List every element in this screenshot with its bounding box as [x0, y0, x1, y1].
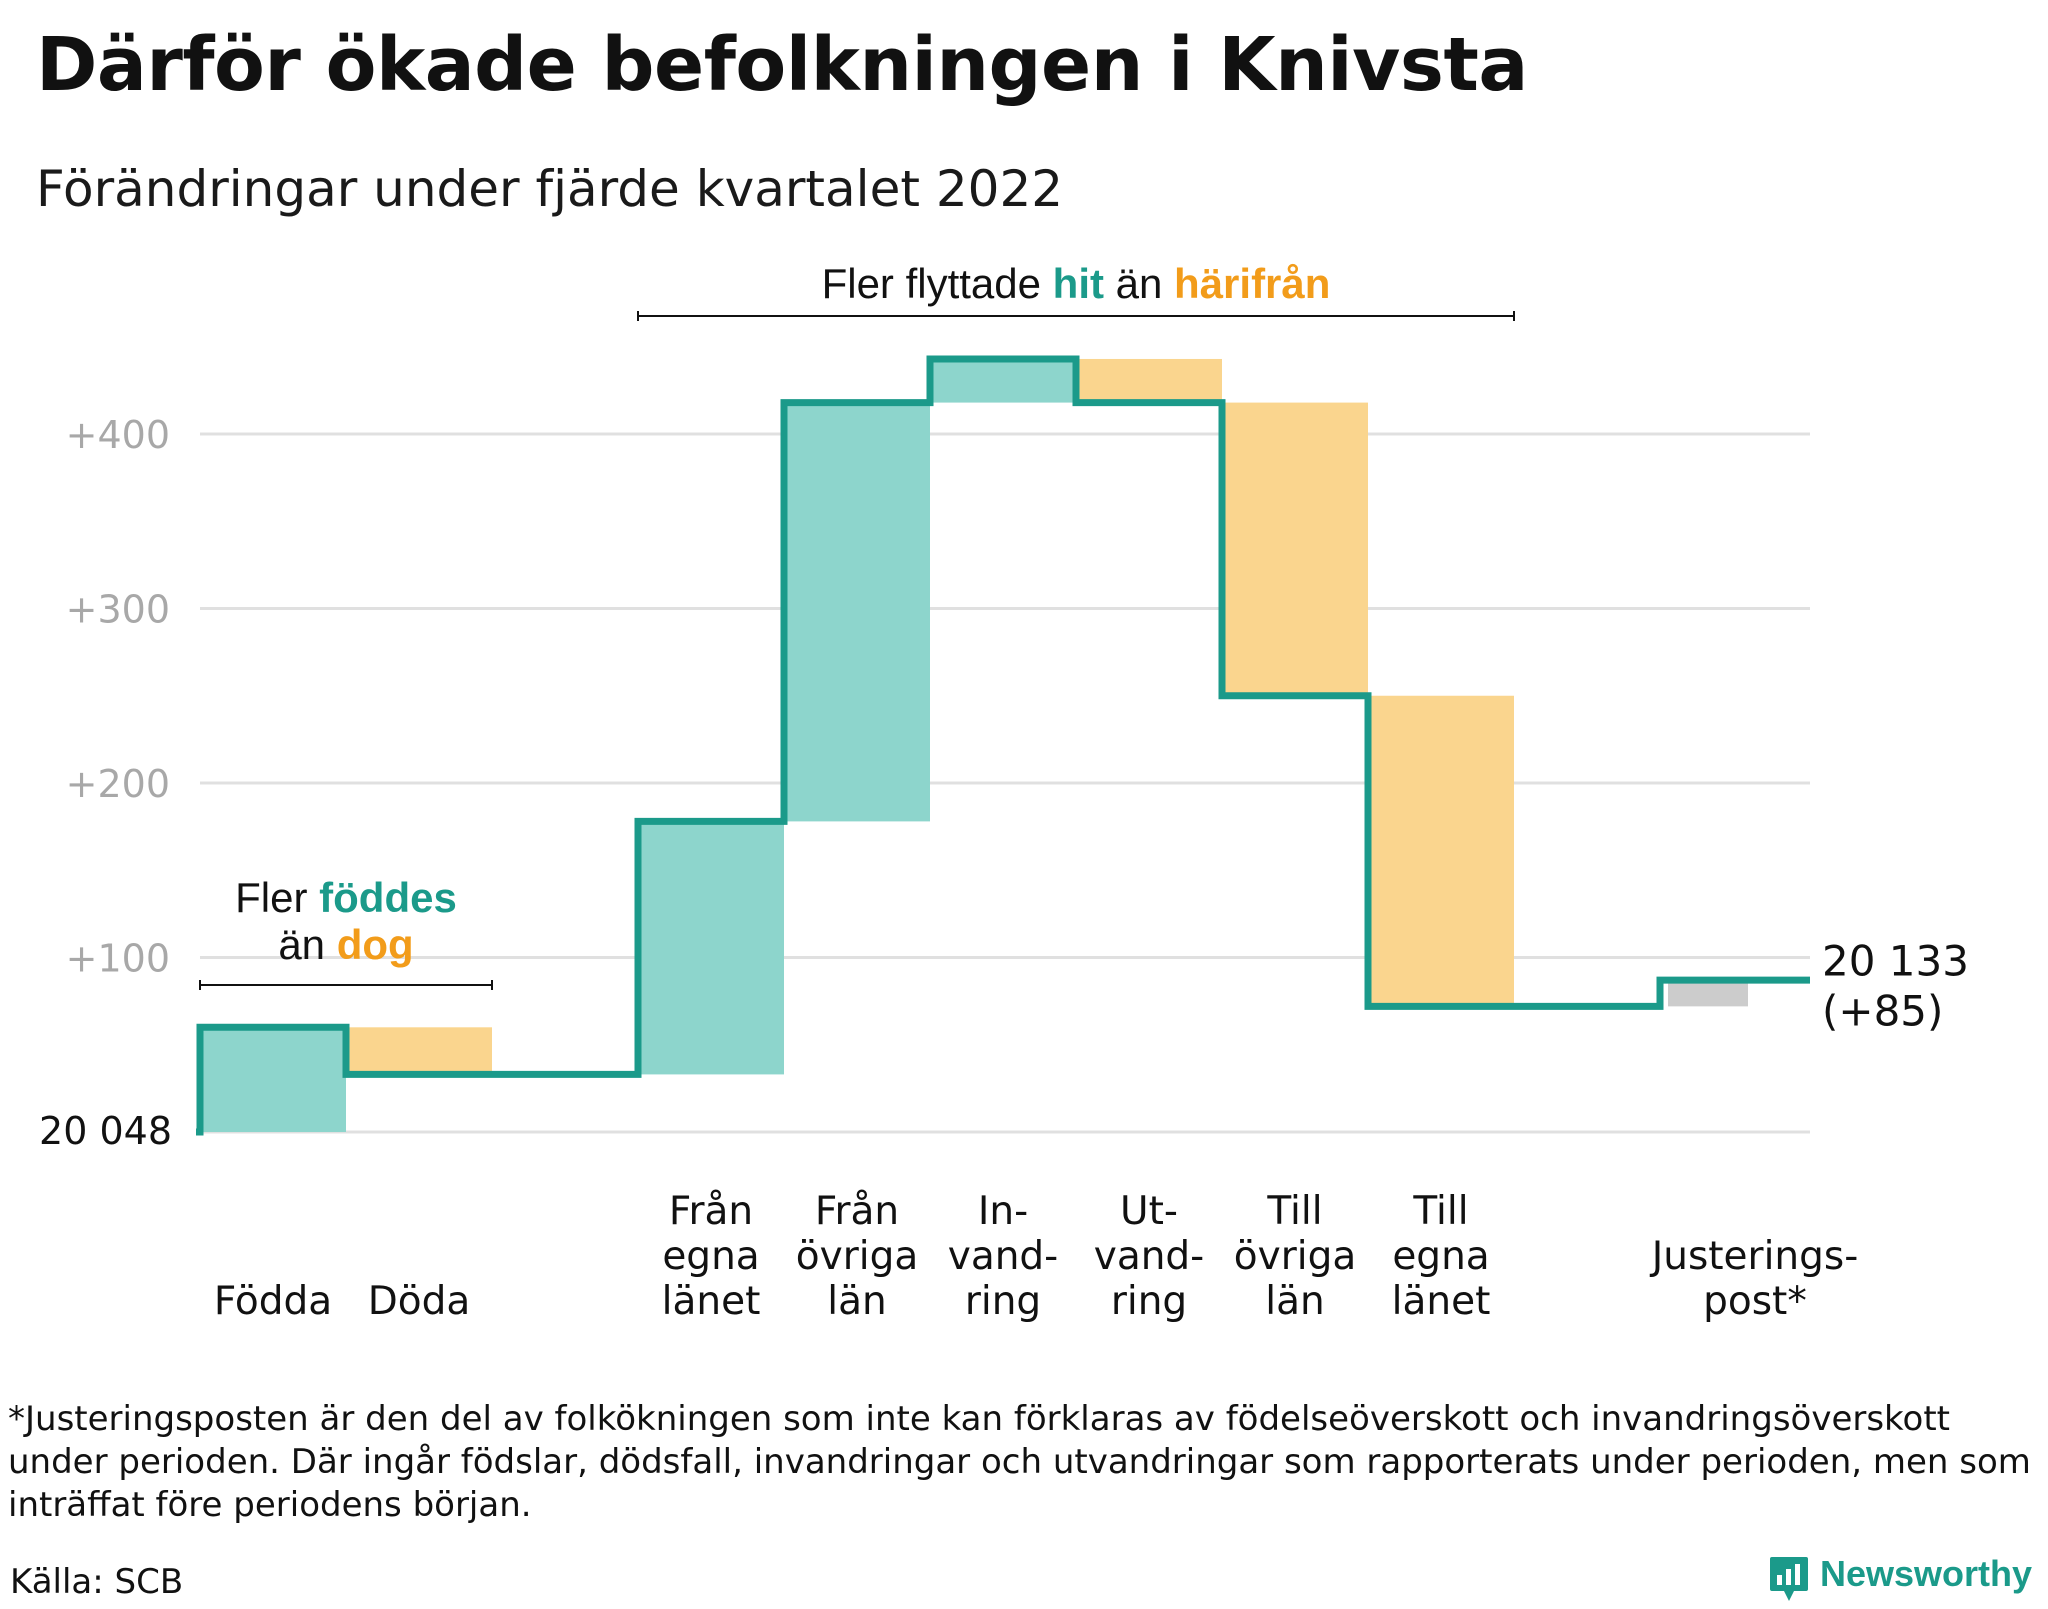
annotation-segment: föddes [319, 874, 457, 921]
category-label: Döda [368, 1279, 471, 1324]
cumulative-step-line [196, 355, 1810, 1136]
category-label: egna [1392, 1234, 1489, 1279]
annotation-text: än dog [278, 921, 413, 968]
category-label: Ut- [1120, 1189, 1178, 1234]
category-label: egna [662, 1234, 759, 1279]
annotation-segment: Fler [235, 874, 319, 921]
y-tick-label: +300 [66, 588, 170, 632]
annotation-segment: Fler flyttade [822, 260, 1053, 307]
category-label: länet [1392, 1279, 1491, 1324]
brand-name: Newsworthy [1820, 1553, 2033, 1594]
footnote: *Justeringsposten är den del av folkökni… [8, 1399, 2031, 1525]
waterfall-bar [1368, 695, 1514, 1007]
category-label: län [1265, 1279, 1324, 1324]
waterfall-bar [1222, 402, 1368, 696]
waterfall-bar [638, 821, 784, 1075]
category-label: Från [669, 1189, 753, 1234]
category-label: Till [1266, 1189, 1322, 1234]
waterfall-bar [930, 358, 1076, 403]
category-label: ring [1111, 1279, 1187, 1324]
category-label: övriga [796, 1234, 918, 1279]
waterfall-bar [200, 1027, 346, 1132]
start-value-label: 20 048 [39, 1109, 172, 1153]
category-label: post* [1703, 1279, 1807, 1324]
category-label: vand- [948, 1234, 1059, 1279]
annotation-text: Fler föddes [235, 874, 457, 921]
y-tick-label: +200 [66, 762, 170, 806]
waterfall-bar [1668, 980, 1748, 1007]
category-label: vand- [1094, 1234, 1205, 1279]
newsworthy-logo-icon [1770, 1557, 1808, 1601]
category-label: övriga [1234, 1234, 1356, 1279]
category-label: Födda [214, 1279, 332, 1324]
annotation-segment: härifrån [1174, 260, 1330, 307]
y-tick-label: +400 [66, 413, 170, 457]
annotation-segment: än [1104, 260, 1174, 307]
chart-title: Därför ökade befolkningen i Knivsta [36, 22, 1528, 108]
waterfall-bar [1076, 358, 1222, 403]
annotation-segment: dog [337, 921, 414, 968]
end-value-label: 20 133 [1822, 937, 1969, 986]
category-label: In- [978, 1189, 1028, 1234]
end-change-label: (+85) [1822, 987, 1943, 1036]
y-tick-label: +100 [66, 937, 170, 981]
annotation-segment: än [278, 921, 336, 968]
category-label: Från [815, 1189, 899, 1234]
annotation-text: Fler flyttade hit än härifrån [822, 260, 1331, 307]
waterfall-bar [784, 402, 930, 822]
category-label: länet [662, 1279, 761, 1324]
category-label: län [827, 1279, 886, 1324]
annotation-segment: hit [1053, 260, 1104, 307]
category-label: ring [965, 1279, 1041, 1324]
chart-subtitle: Förändringar under fjärde kvartalet 2022 [36, 160, 1064, 218]
category-label: Till [1412, 1189, 1468, 1234]
source-note: Källa: SCB [10, 1562, 184, 1602]
category-label: Justerings- [1649, 1234, 1859, 1279]
waterfall-bar [346, 1027, 492, 1075]
